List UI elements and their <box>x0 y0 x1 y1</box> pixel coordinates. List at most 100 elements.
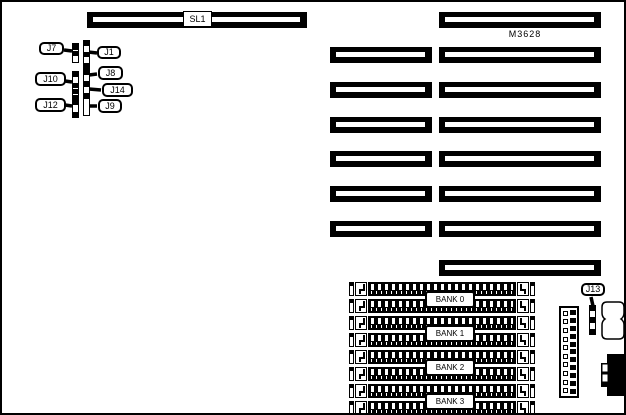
slot-stripe <box>336 156 425 161</box>
jumper-pin-cell <box>73 82 78 88</box>
jumper-pin-cell <box>590 311 595 317</box>
simm-pin1-dot <box>531 385 534 388</box>
jumper-pin-cell <box>73 94 78 100</box>
jumper-block-j7-block <box>72 43 79 63</box>
simm-end-cap <box>530 333 535 347</box>
power-pin-solid <box>569 310 576 316</box>
slot-stripe <box>445 226 594 231</box>
simm-latch-icon <box>355 367 367 381</box>
power-pin-open <box>562 345 568 351</box>
bracket-component-outline <box>601 301 624 340</box>
jumper-pin-cell <box>590 306 595 312</box>
expansion-slot-left <box>330 117 432 133</box>
simm-latch-icon <box>517 299 529 313</box>
jumper-pin-cell <box>84 99 89 105</box>
simm-end-cap <box>349 384 354 398</box>
simm-pin1-dot <box>531 368 534 371</box>
slot-stripe <box>445 122 594 127</box>
expansion-slot-right <box>439 260 601 276</box>
simm-latch-icon <box>517 333 529 347</box>
jumper-block-j10-block <box>72 71 79 101</box>
jumper-block-j9-block <box>83 98 90 116</box>
simm-socket <box>349 350 535 364</box>
jumper-label-j9: J9 <box>98 99 122 113</box>
simm-pin1-dot <box>350 351 353 354</box>
expansion-slot-right <box>439 186 601 202</box>
simm-pin1-dot <box>350 317 353 320</box>
slot-sl1: SL1 <box>87 11 307 28</box>
slot-stripe <box>336 226 425 231</box>
simm-end-cap <box>349 333 354 347</box>
simm-pin1-dot <box>531 402 534 405</box>
simm-pin1-dot <box>350 385 353 388</box>
jumper-block-j1-block <box>83 40 90 69</box>
jumper-pin-cell <box>84 109 89 115</box>
simm-pin1-dot <box>350 334 353 337</box>
simm-end-cap <box>530 367 535 381</box>
simm-contacts-upper <box>371 386 513 392</box>
simm-end-cap <box>349 316 354 330</box>
expansion-slot-right <box>439 12 601 28</box>
simm-contacts-lower <box>371 376 513 379</box>
expansion-slot-left <box>330 82 432 98</box>
power-pin-open <box>562 379 568 385</box>
simm-latch-icon <box>517 401 529 413</box>
simm-pin1-dot <box>531 351 534 354</box>
simm-end-cap <box>530 299 535 313</box>
simm-contacts-lower <box>371 308 513 311</box>
simm-end-cap <box>349 299 354 313</box>
jumper-label-j14: J14 <box>102 83 133 97</box>
simm-pin1-dot <box>350 300 353 303</box>
simm-contacts-lower <box>371 342 513 345</box>
simm-end-cap <box>349 367 354 381</box>
jumper-block-j8-j14-block <box>83 69 90 99</box>
jumper-pin-cell <box>84 70 89 76</box>
simm-latch-icon <box>355 316 367 330</box>
power-pin-solid <box>569 380 576 386</box>
sl1-label: SL1 <box>183 11 212 27</box>
simm-latch-icon <box>355 299 367 313</box>
jumper-pin-cell <box>84 51 89 57</box>
simm-latch-icon <box>517 316 529 330</box>
jumper-pin-cell <box>73 49 78 56</box>
simm-pin1-dot <box>531 300 534 303</box>
simm-pin1-dot <box>350 368 353 371</box>
jumper-pin-cell <box>84 41 89 46</box>
jumper-pin-cell <box>73 77 78 82</box>
power-pin-solid <box>569 365 576 371</box>
jumper-pin-cell <box>84 86 89 92</box>
simm-contacts-upper <box>371 352 513 358</box>
simm-latch-icon <box>355 282 367 296</box>
power-pin-open <box>562 327 568 333</box>
expansion-slot-right <box>439 117 601 133</box>
slot-stripe <box>445 17 594 22</box>
jumper-label-j13: J13 <box>581 283 605 296</box>
jumper-label-j1: J1 <box>97 46 121 59</box>
jumper-pin-cell <box>73 72 78 77</box>
bank-label: BANK 0 <box>425 291 475 308</box>
power-pin-solid <box>569 357 576 363</box>
simm-pin1-dot <box>531 317 534 320</box>
power-pin-open <box>562 353 568 359</box>
jumper-pin-cell <box>84 62 89 68</box>
jumper-pin-cell <box>84 80 89 87</box>
jumper-label-j8: J8 <box>98 66 123 80</box>
power-pin-solid <box>569 349 576 355</box>
power-pin-open <box>562 362 568 368</box>
simm-end-cap <box>530 350 535 364</box>
jumper-pin-cell <box>84 75 89 81</box>
power-pin-open <box>562 388 568 394</box>
simm-latch-icon <box>517 282 529 296</box>
slot-stripe <box>445 265 594 270</box>
power-pin-column-solid <box>569 309 577 395</box>
keyboard-connector <box>601 354 624 396</box>
jumper-pin-cell <box>590 316 595 323</box>
bank-label: BANK 3 <box>425 393 475 410</box>
simm-end-cap <box>530 282 535 296</box>
slot-stripe <box>336 122 425 127</box>
jumper-pin-cell <box>590 322 595 328</box>
simm-latch-icon <box>355 384 367 398</box>
jumper-pin-cell <box>84 57 89 62</box>
slot-stripe <box>445 156 594 161</box>
expansion-slot-right <box>439 47 601 63</box>
